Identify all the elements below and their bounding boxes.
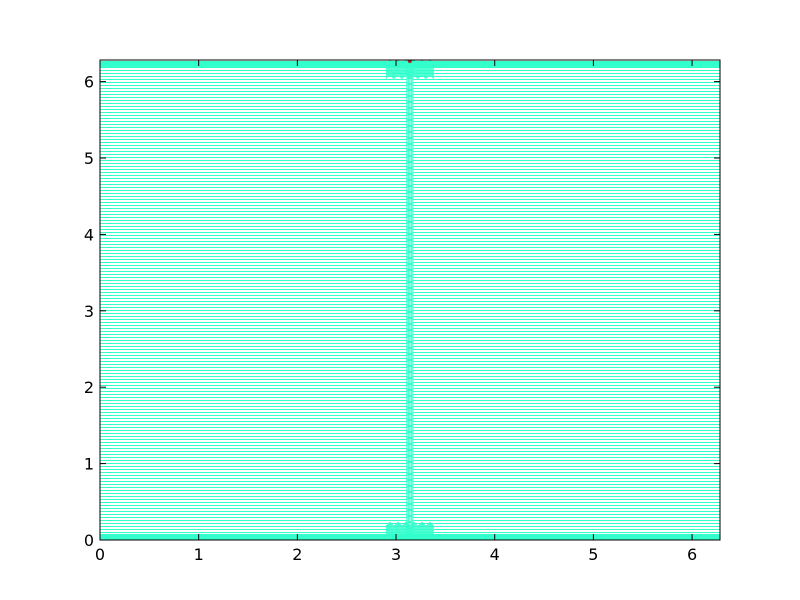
vertical-feature-squiggle: [385, 64, 435, 70]
vertical-feature-squiggle: [385, 69, 435, 75]
edge-band: [100, 533, 720, 540]
vertical-feature-squiggle: [385, 65, 435, 72]
x-tick-label: 0: [95, 545, 105, 564]
x-tick-label: 6: [687, 545, 697, 564]
vertical-feature-squiggle: [385, 524, 435, 531]
x-tick-label: 4: [490, 545, 500, 564]
y-tick-label: 2: [84, 378, 94, 397]
y-tick-label: 1: [84, 455, 94, 474]
vertical-feature-squiggle: [385, 521, 435, 528]
vertical-feature-squiggle: [385, 70, 435, 77]
y-tick-label: 5: [84, 149, 94, 168]
x-tick-label: 3: [391, 545, 401, 564]
x-tick-label: 1: [194, 545, 204, 564]
y-tick-label: 4: [84, 225, 94, 244]
x-tick-label: 5: [588, 545, 598, 564]
y-tick-label: 0: [84, 531, 94, 550]
vertical-feature-squiggle: [385, 523, 435, 529]
y-tick-label: 3: [84, 302, 94, 321]
vertical-feature-squiggle: [385, 73, 435, 80]
x-tick-label: 2: [292, 545, 302, 564]
top-marker: [407, 60, 412, 63]
vertical-feature-squiggle: [385, 72, 435, 78]
y-axis: 0 1 2 3 4 5 6: [84, 73, 720, 550]
vertical-feature-squiggle: [385, 526, 435, 532]
vertical-feature-squiggle: [385, 67, 435, 73]
plot-area: [100, 60, 720, 540]
axes-frame: [99, 59, 721, 541]
edge-band: [100, 61, 720, 68]
y-tick-label: 6: [84, 73, 94, 92]
vertical-feature-squiggle: [385, 528, 435, 534]
